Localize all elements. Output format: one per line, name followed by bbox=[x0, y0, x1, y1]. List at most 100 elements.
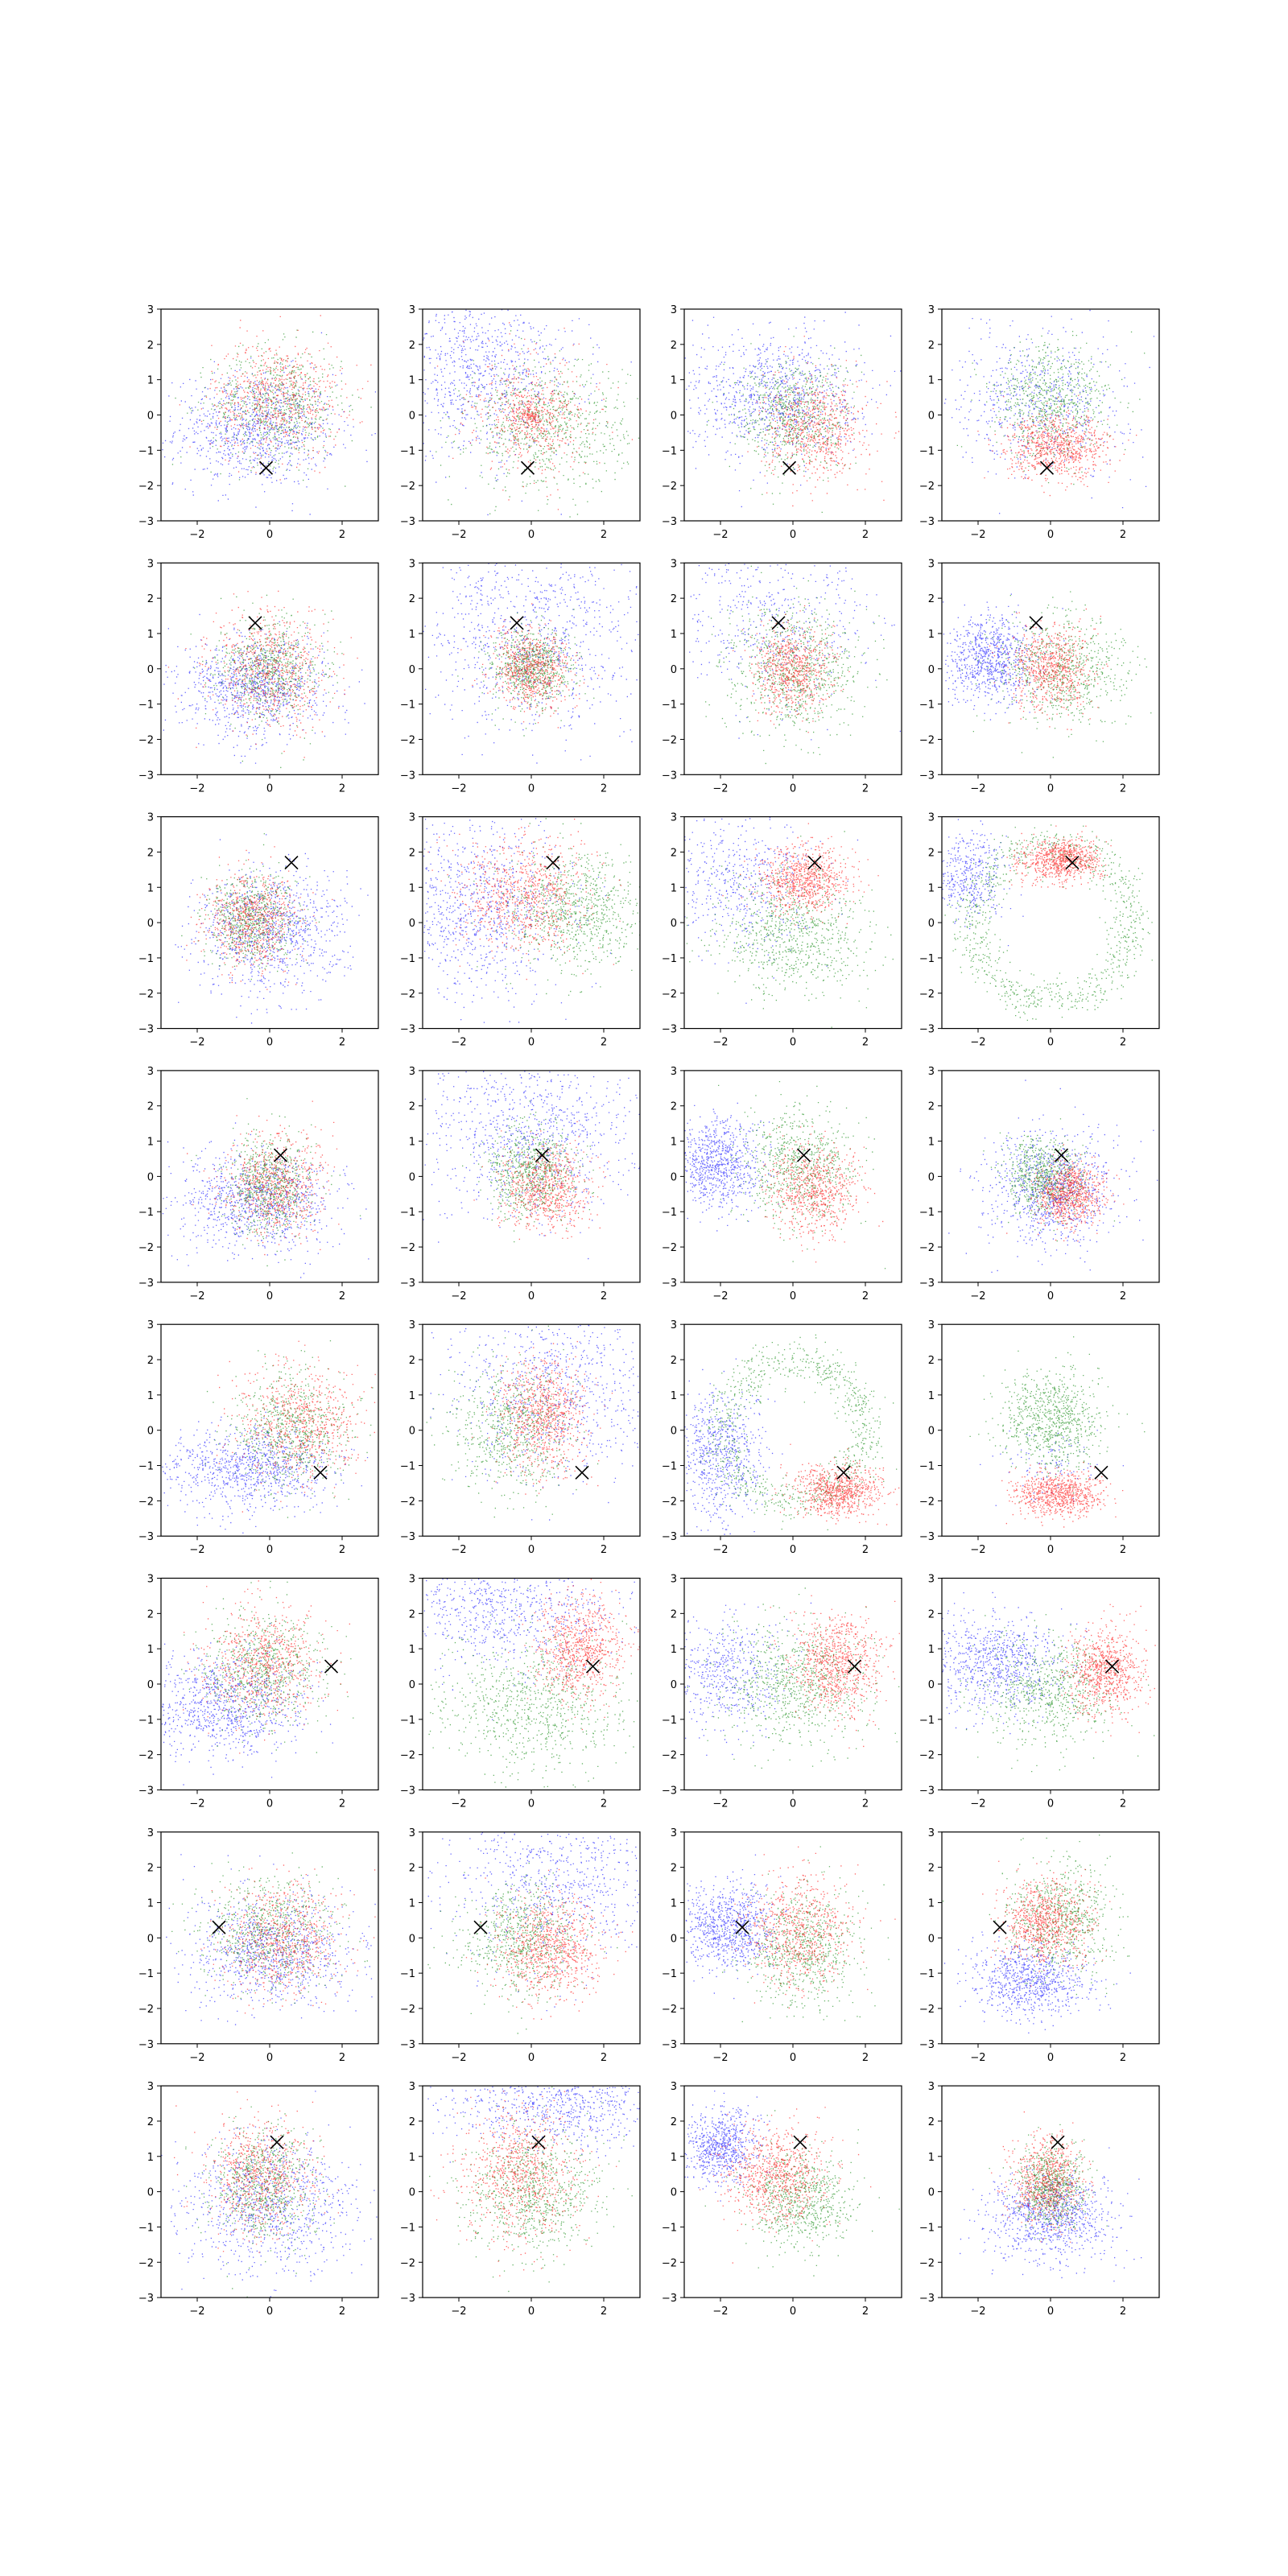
x-tick-label: −2 bbox=[451, 1544, 466, 1556]
scatter-panel-5-2: −2 0 2 −3 −2 −1 0 1 2 3 bbox=[400, 1319, 641, 1556]
blue-point-cloud bbox=[161, 2091, 378, 2298]
y-tick-label: 1 bbox=[147, 2152, 154, 2164]
green-point-cloud bbox=[426, 1325, 599, 1518]
x-tick-label: 0 bbox=[1047, 2306, 1054, 2318]
y-tick-label: −2 bbox=[919, 989, 935, 1001]
scatter-panel-6-3: −2 0 2 −3 −2 −1 0 1 2 3 bbox=[662, 1574, 902, 1810]
y-tick-label: −3 bbox=[919, 1278, 935, 1290]
y-tick-label: −3 bbox=[662, 770, 677, 782]
y-tick-label: 0 bbox=[409, 1171, 415, 1183]
y-tick-label: 2 bbox=[928, 2116, 935, 2128]
y-tick-label: 1 bbox=[928, 1390, 935, 1402]
y-tick-label: 2 bbox=[147, 1355, 154, 1367]
y-tick-label: −1 bbox=[919, 1715, 935, 1727]
axes-frame bbox=[941, 2085, 1160, 2298]
x-tick-label: −2 bbox=[712, 1798, 728, 1810]
blue-point-cloud bbox=[942, 1591, 1088, 1735]
x-tick-label: −2 bbox=[189, 1798, 204, 1810]
axes-frame bbox=[422, 562, 641, 775]
y-tick-label: −2 bbox=[662, 2257, 677, 2269]
y-tick-label: 0 bbox=[147, 1679, 154, 1691]
y-tick-label: −3 bbox=[400, 1785, 415, 1798]
y-tick-label: −3 bbox=[662, 1531, 677, 1543]
x-marker bbox=[510, 616, 524, 630]
y-tick-label: 2 bbox=[671, 593, 677, 605]
x-tick-label: −2 bbox=[712, 2052, 728, 2064]
y-tick-label: −2 bbox=[138, 2004, 154, 2016]
x-tick-label: 0 bbox=[266, 782, 273, 795]
x-marker bbox=[284, 856, 299, 870]
axes-frame bbox=[160, 2085, 379, 2298]
y-tick-label: 2 bbox=[928, 1863, 935, 1875]
green-point-cloud bbox=[429, 2086, 633, 2293]
axes-frame bbox=[160, 562, 379, 775]
y-tick-label: 3 bbox=[671, 2081, 677, 2093]
scatter-panel-3-3: −2 0 2 −3 −2 −1 0 1 2 3 bbox=[662, 812, 902, 1049]
y-tick-label: 3 bbox=[928, 558, 935, 570]
y-tick-label: −2 bbox=[662, 1496, 677, 1508]
y-tick-label: 0 bbox=[671, 2187, 677, 2199]
green-point-cloud bbox=[428, 1587, 638, 1788]
y-tick-label: 0 bbox=[928, 1933, 935, 1945]
y-tick-label: −3 bbox=[400, 1278, 415, 1290]
red-point-cloud bbox=[989, 608, 1108, 731]
scatter-panel-3-4: −2 0 2 −3 −2 −1 0 1 2 3 bbox=[919, 812, 1160, 1049]
x-marker bbox=[1029, 616, 1043, 630]
y-tick-label: −1 bbox=[138, 445, 154, 457]
x-tick-label: −2 bbox=[712, 1037, 728, 1049]
green-point-cloud bbox=[191, 1098, 361, 1267]
axes-frame bbox=[941, 1070, 1160, 1283]
blue-point-cloud bbox=[427, 2086, 640, 2169]
scatter-panel-2-3: −2 0 2 −3 −2 −1 0 1 2 3 bbox=[662, 558, 902, 795]
y-tick-label: 2 bbox=[928, 1355, 935, 1367]
y-tick-label: −2 bbox=[138, 1750, 154, 1762]
red-point-cloud bbox=[1006, 1144, 1125, 1242]
green-point-cloud bbox=[686, 831, 894, 1028]
green-point-cloud bbox=[181, 833, 320, 980]
x-tick-label: 2 bbox=[862, 2052, 869, 2064]
x-tick-label: −2 bbox=[189, 1037, 204, 1049]
y-tick-label: 0 bbox=[928, 1426, 935, 1438]
y-tick-label: 3 bbox=[928, 304, 935, 316]
y-tick-label: −1 bbox=[400, 445, 415, 457]
x-tick-label: 2 bbox=[862, 1798, 869, 1810]
y-tick-label: −2 bbox=[400, 1242, 415, 1254]
y-tick-label: 2 bbox=[671, 1863, 677, 1875]
red-point-cloud bbox=[427, 819, 621, 980]
y-tick-label: 1 bbox=[928, 882, 935, 894]
x-tick-label: 0 bbox=[790, 2052, 796, 2064]
y-tick-label: 2 bbox=[409, 340, 415, 352]
y-tick-label: −3 bbox=[662, 1785, 677, 1798]
y-tick-label: −1 bbox=[138, 2222, 154, 2234]
x-marker bbox=[1039, 460, 1055, 475]
y-tick-label: −3 bbox=[138, 2039, 154, 2051]
blue-point-cloud bbox=[427, 1832, 640, 2012]
x-tick-label: 2 bbox=[339, 529, 345, 541]
x-marker bbox=[273, 1148, 288, 1162]
x-tick-label: −2 bbox=[451, 2306, 466, 2318]
scatter-panel-8-3: −2 0 2 −3 −2 −1 0 1 2 3 bbox=[662, 2081, 902, 2318]
y-tick-label: 0 bbox=[409, 664, 415, 676]
scatter-panel-6-2: −2 0 2 −3 −2 −1 0 1 2 3 bbox=[400, 1574, 641, 1810]
x-tick-label: 2 bbox=[862, 1290, 869, 1302]
y-tick-label: −1 bbox=[919, 445, 935, 457]
y-tick-label: 1 bbox=[928, 1644, 935, 1656]
blue-point-cloud bbox=[423, 818, 612, 1023]
x-tick-label: −2 bbox=[712, 529, 728, 541]
x-marker bbox=[793, 2135, 807, 2149]
axes-frame bbox=[422, 815, 641, 1030]
axes-frame bbox=[941, 1577, 1160, 1791]
y-tick-label: −3 bbox=[400, 770, 415, 782]
y-tick-label: 1 bbox=[147, 1137, 154, 1149]
y-tick-label: 3 bbox=[671, 812, 677, 824]
y-tick-label: −3 bbox=[400, 2039, 415, 2051]
x-tick-label: −2 bbox=[970, 1798, 985, 1810]
green-point-cloud bbox=[171, 1852, 368, 2004]
y-tick-label: −1 bbox=[919, 953, 935, 965]
red-point-cloud bbox=[508, 1579, 640, 1731]
x-tick-label: 0 bbox=[528, 2306, 535, 2318]
scatter-panel-2-1: −2 0 2 −3 −2 −1 0 1 2 3 bbox=[138, 558, 379, 795]
y-tick-label: 0 bbox=[928, 411, 935, 423]
y-tick-label: −2 bbox=[662, 734, 677, 746]
y-tick-label: −2 bbox=[662, 1242, 677, 1254]
